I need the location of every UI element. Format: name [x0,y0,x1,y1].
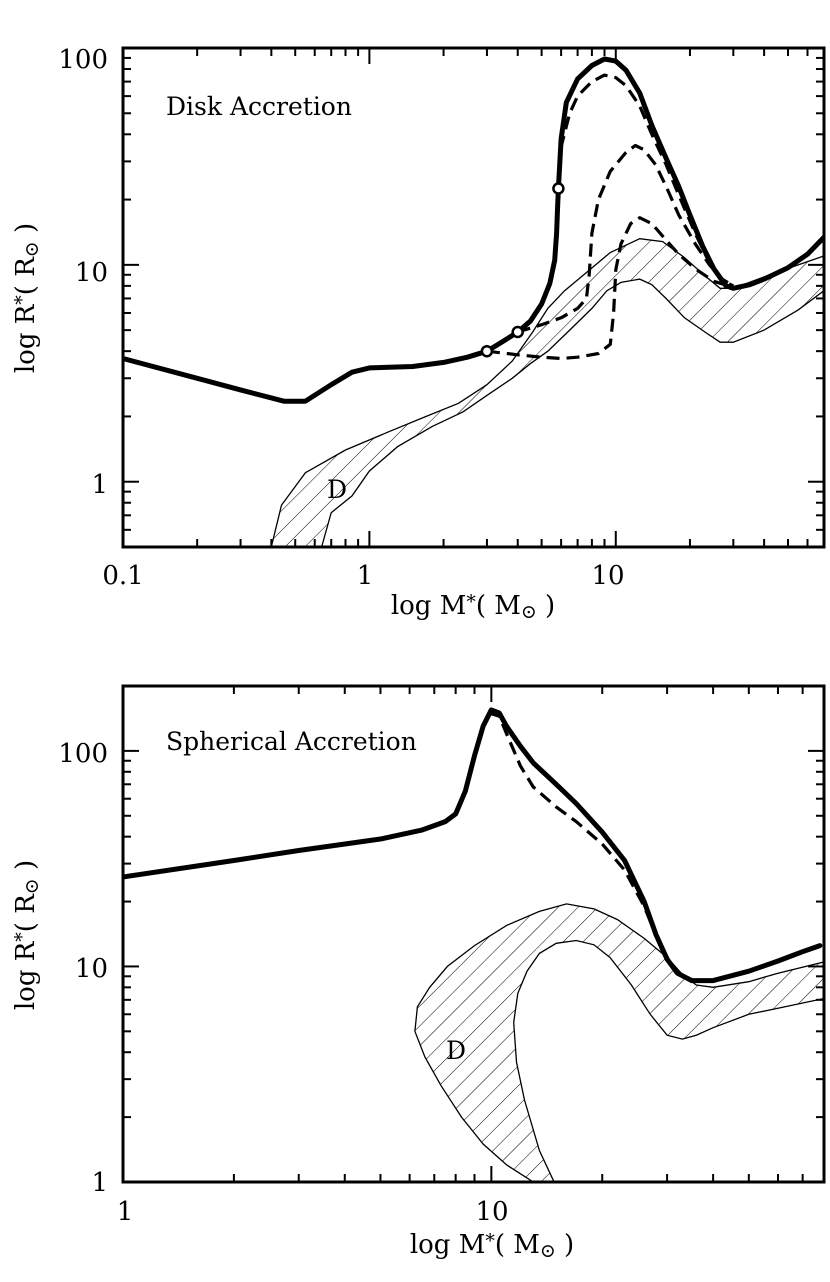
x-tick-label: 10 [475,1197,508,1227]
y-tick-label: 100 [58,45,108,75]
series-line-dashed-3 [486,216,734,361]
panel-spherical-accretion: 1 10 1 10 100 Spherical Accretion D log … [11,684,826,1262]
x-tick-label: 10 [591,561,624,591]
data-point-marker [480,344,494,358]
series-line-solid [123,56,824,404]
y-tick-label: 1 [91,470,108,500]
axis-ticks [122,685,825,1183]
series-line-dashed-1 [555,73,735,288]
x-tick-label: 1 [117,1197,134,1227]
panel-title: Disk Accretion [166,92,352,121]
y-axis-label: log R*( R⊙ ) [11,223,43,373]
x-tick-label: 0.1 [102,561,143,591]
plot-layer [123,707,824,1182]
x-tick-label: 1 [357,561,374,591]
region-label: D [446,1036,466,1065]
y-tick-label: 10 [75,258,108,288]
x-axis-label: log M*( M⊙ ) [410,1230,574,1262]
panel-title: Spherical Accretion [166,727,417,756]
hatched-region-d [414,903,824,1182]
x-axis-label: log M*( M⊙ ) [391,591,555,623]
y-axis-label: log R*( R⊙ ) [11,860,43,1010]
data-point-marker [552,182,565,195]
plot-layer [123,56,824,547]
y-tick-label: 10 [75,954,108,984]
axis-ticks [122,47,825,548]
y-tick-label: 100 [58,739,108,769]
region-label: D [327,475,347,504]
series-line-dashed-2 [517,143,735,334]
plot-content [123,707,824,1182]
y-tick-label: 1 [91,1168,108,1198]
hatched-region-d [270,238,824,547]
panel-disk-accretion: 0.1 1 10 1 10 100 Disk Accretion D log M… [11,45,826,623]
data-point-marker [511,325,524,339]
series-line-solid [123,707,823,984]
plot-content [123,56,824,547]
